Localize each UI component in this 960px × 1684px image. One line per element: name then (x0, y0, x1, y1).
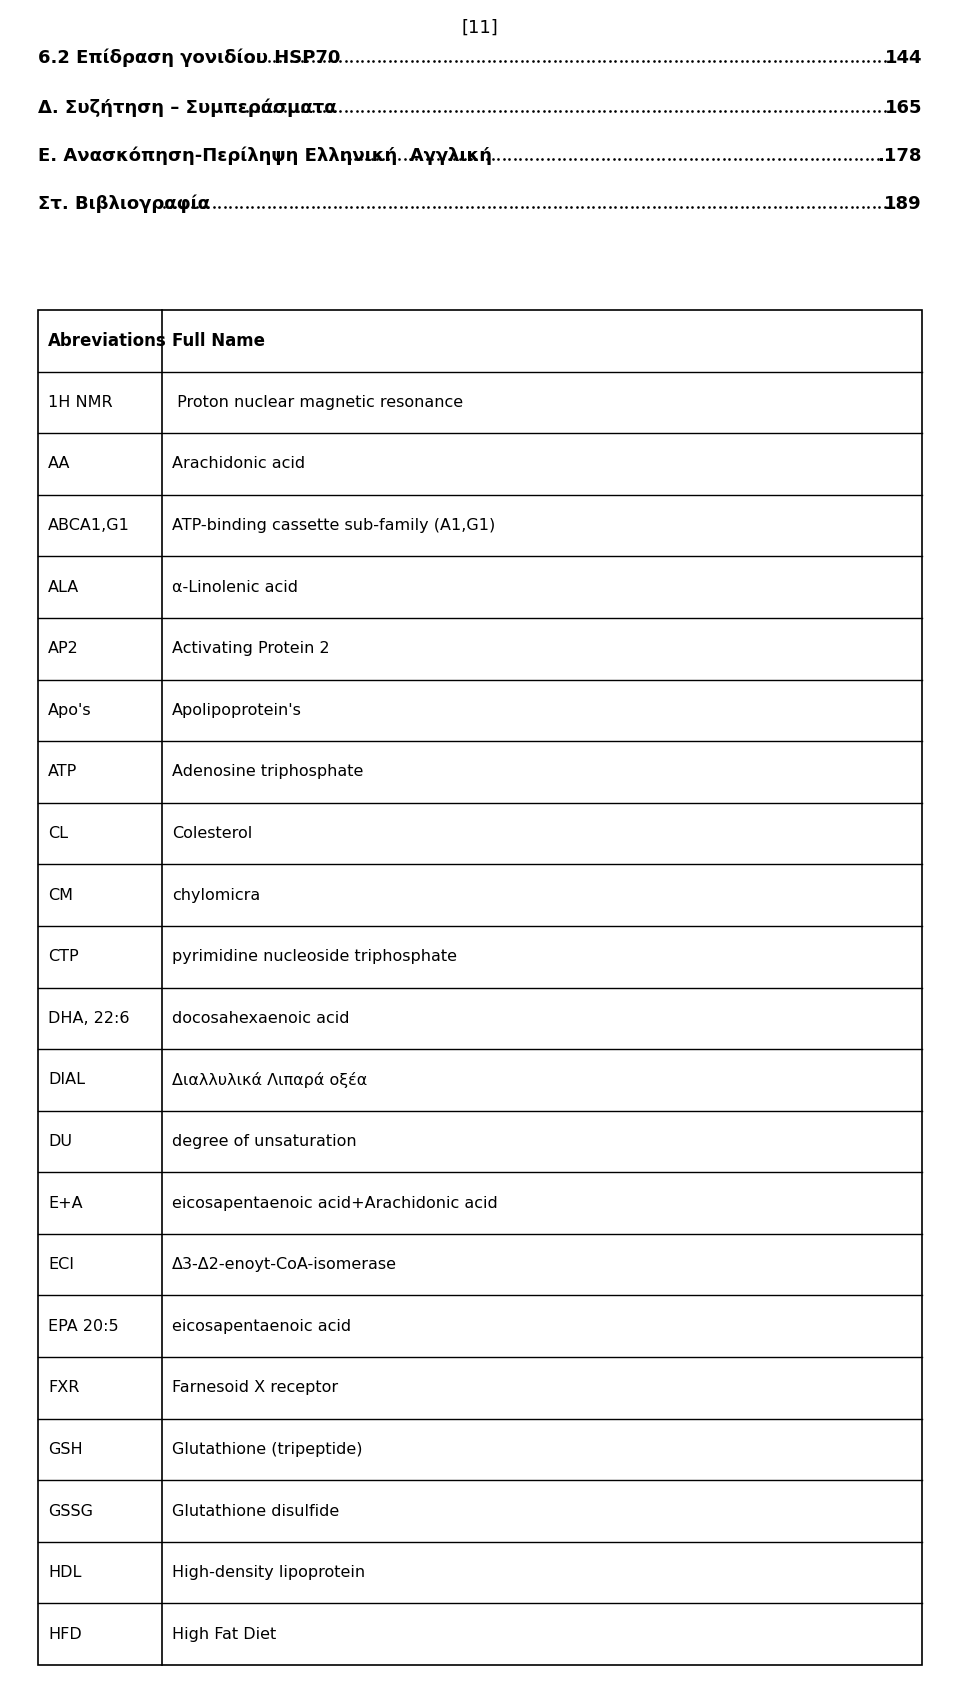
Text: 189: 189 (884, 195, 922, 212)
Text: ATP-binding cassette sub-family (A1,G1): ATP-binding cassette sub-family (A1,G1) (172, 519, 495, 534)
Text: HFD: HFD (48, 1627, 82, 1642)
Text: Farnesoid X receptor: Farnesoid X receptor (172, 1381, 338, 1396)
Text: FXR: FXR (48, 1381, 80, 1396)
Text: Glutathione disulfide: Glutathione disulfide (172, 1504, 339, 1519)
Text: High Fat Diet: High Fat Diet (172, 1627, 276, 1642)
Text: Apolipoprotein's: Apolipoprotein's (172, 702, 301, 717)
Text: AA: AA (48, 456, 70, 472)
Text: GSSG: GSSG (48, 1504, 93, 1519)
Text: Δ3-Δ2-enoyt-CoA-isomerase: Δ3-Δ2-enoyt-CoA-isomerase (172, 1258, 397, 1271)
Text: DHA, 22:6: DHA, 22:6 (48, 1010, 130, 1026)
Text: eicosapentaenoic acid: eicosapentaenoic acid (172, 1319, 351, 1334)
Text: EPA 20:5: EPA 20:5 (48, 1319, 119, 1334)
Text: Arachidonic acid: Arachidonic acid (172, 456, 305, 472)
Text: GSH: GSH (48, 1442, 83, 1457)
Text: DIAL: DIAL (48, 1073, 85, 1088)
Text: CL: CL (48, 827, 68, 840)
Text: Adenosine triphosphate: Adenosine triphosphate (172, 765, 364, 780)
Text: chylomicra: chylomicra (172, 887, 260, 903)
Text: CM: CM (48, 887, 73, 903)
Text: 144: 144 (884, 49, 922, 67)
Text: α-Linolenic acid: α-Linolenic acid (172, 579, 298, 594)
Text: ATP: ATP (48, 765, 77, 780)
Text: 165: 165 (884, 99, 922, 116)
Text: docosahexaenoic acid: docosahexaenoic acid (172, 1010, 349, 1026)
Text: ABCA1,G1: ABCA1,G1 (48, 519, 130, 534)
Text: ALA: ALA (48, 579, 80, 594)
Text: Ε. Ανασκόπηση-Περίληψη Ελληνική  Αγγλική: Ε. Ανασκόπηση-Περίληψη Ελληνική Αγγλική (38, 147, 492, 165)
Text: DU: DU (48, 1133, 72, 1148)
Text: Activating Protein 2: Activating Protein 2 (172, 642, 329, 657)
Text: Δ. Συζήτηση – Συμπεράσματα: Δ. Συζήτηση – Συμπεράσματα (38, 99, 343, 118)
Text: High-density lipoprotein: High-density lipoprotein (172, 1564, 365, 1580)
Text: Στ. Βιβλιογραφία: Στ. Βιβλιογραφία (38, 195, 210, 214)
Text: Glutathione (tripeptide): Glutathione (tripeptide) (172, 1442, 363, 1457)
Text: HDL: HDL (48, 1564, 82, 1580)
Text: Proton nuclear magnetic resonance: Proton nuclear magnetic resonance (172, 394, 463, 409)
Text: Full Name: Full Name (172, 332, 265, 350)
Text: AP2: AP2 (48, 642, 79, 657)
Text: Abreviations: Abreviations (48, 332, 167, 350)
Text: pyrimidine nucleoside triphosphate: pyrimidine nucleoside triphosphate (172, 950, 457, 965)
Text: E+A: E+A (48, 1196, 83, 1211)
Text: eicosapentaenoic acid+Arachidonic acid: eicosapentaenoic acid+Arachidonic acid (172, 1196, 497, 1211)
Text: Colesterol: Colesterol (172, 827, 252, 840)
Text: Διαλλυλικά Λιπαρά οξέα: Διαλλυλικά Λιπαρά οξέα (172, 1073, 368, 1088)
Bar (38, 310, 922, 1665)
Text: CTP: CTP (48, 950, 79, 965)
Text: .178: .178 (877, 147, 922, 165)
Text: 1H NMR: 1H NMR (48, 394, 112, 409)
Text: [11]: [11] (462, 19, 498, 37)
Text: Apo's: Apo's (48, 702, 91, 717)
Text: degree of unsaturation: degree of unsaturation (172, 1133, 356, 1148)
Text: 6.2 Επίδραση γονιδίου HSP70: 6.2 Επίδραση γονιδίου HSP70 (38, 49, 341, 67)
Text: ECI: ECI (48, 1258, 74, 1271)
